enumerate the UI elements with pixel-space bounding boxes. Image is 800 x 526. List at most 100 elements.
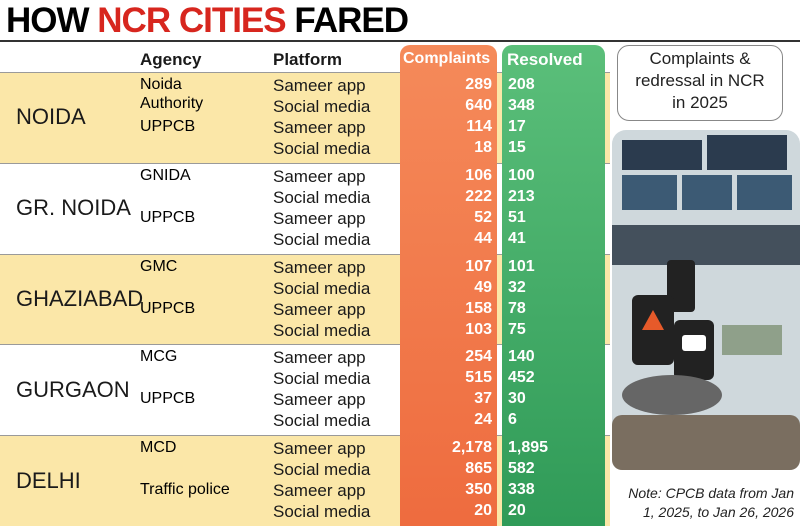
agency-name: UPPCB bbox=[140, 208, 196, 226]
city-name: DELHI bbox=[16, 467, 81, 493]
title-part: NCR CITIES bbox=[97, 1, 286, 40]
resolved-value: 101 bbox=[508, 257, 535, 275]
agency-name: GNIDA bbox=[140, 166, 191, 184]
resolved-value: 1,895 bbox=[508, 439, 549, 457]
complaints-value: 24 bbox=[474, 411, 492, 429]
resolved-column bbox=[502, 45, 605, 526]
platform: Social media bbox=[273, 320, 371, 340]
resolved-value: 338 bbox=[508, 481, 535, 499]
header-platform: Platform bbox=[273, 50, 342, 69]
monitor bbox=[622, 140, 702, 170]
resolved-value: 582 bbox=[508, 460, 535, 478]
city-name: NOIDA bbox=[16, 104, 86, 130]
header-agency: Agency bbox=[140, 50, 202, 69]
complaints-value: 103 bbox=[465, 320, 492, 338]
complaints-value: 114 bbox=[466, 118, 492, 135]
complaints-value: 20 bbox=[474, 502, 492, 520]
illustration bbox=[612, 130, 800, 470]
complaints-value: 2,178 bbox=[451, 439, 492, 457]
complaints-value: 44 bbox=[474, 229, 492, 247]
header-complaints: Complaints bbox=[403, 50, 491, 67]
agency-name: MCG bbox=[140, 348, 178, 366]
resolved-value: 6 bbox=[508, 411, 517, 429]
note-line: Note: CPCB data from Jan bbox=[628, 485, 794, 501]
agency-name: UPPCB bbox=[140, 299, 196, 317]
resolved-value: 32 bbox=[508, 278, 526, 296]
complaints-column bbox=[400, 45, 497, 526]
city-name: GURGAON bbox=[16, 376, 130, 402]
truck bbox=[722, 325, 782, 355]
platform: Social media bbox=[273, 411, 371, 431]
complaints-value: 106 bbox=[465, 166, 492, 184]
resolved-value: 30 bbox=[508, 390, 526, 408]
resolved-value: 75 bbox=[508, 320, 526, 338]
platform: Sameer app bbox=[273, 439, 366, 459]
agency-name: Traffic police bbox=[140, 481, 230, 499]
title: HOW NCR CITIES FARED bbox=[6, 1, 409, 41]
warning-icon bbox=[642, 310, 664, 330]
platform: Sameer app bbox=[273, 166, 366, 186]
chat-icon bbox=[682, 335, 706, 351]
note-line: 1, 2025, to Jan 26, 2026 bbox=[642, 504, 794, 520]
resolved-value: 78 bbox=[508, 299, 526, 317]
resolved-value: 51 bbox=[508, 208, 526, 226]
phone bbox=[667, 260, 695, 312]
complaints-value: 18 bbox=[474, 139, 492, 156]
complaints-value: 222 bbox=[465, 187, 492, 205]
complaints-value: 350 bbox=[465, 481, 492, 499]
platform: Sameer app bbox=[273, 208, 366, 228]
agency-name: UPPCB bbox=[140, 390, 196, 408]
agency-name: GMC bbox=[140, 257, 178, 275]
complaints-value: 289 bbox=[465, 76, 492, 93]
title-part: FARED bbox=[294, 1, 409, 40]
agency-name: Noida Authority bbox=[140, 76, 204, 112]
monitor bbox=[707, 135, 787, 170]
header-resolved: Resolved bbox=[507, 50, 583, 69]
smoke bbox=[622, 375, 722, 415]
resolved-value: 208 bbox=[508, 76, 535, 93]
complaints-value: 37 bbox=[474, 390, 492, 408]
monitor bbox=[622, 175, 677, 210]
platform: Social media bbox=[273, 229, 371, 249]
platform: Sameer app bbox=[273, 76, 366, 95]
complaints-value: 52 bbox=[474, 208, 492, 226]
platform: Social media bbox=[273, 187, 371, 207]
city-name: GR. NOIDA bbox=[16, 195, 131, 221]
resolved-value: 140 bbox=[508, 348, 535, 366]
complaints-value: 515 bbox=[465, 369, 492, 387]
resolved-value: 100 bbox=[508, 166, 535, 184]
platform: Sameer app bbox=[273, 118, 366, 137]
platform: Sameer app bbox=[273, 348, 366, 368]
resolved-value: 20 bbox=[508, 502, 526, 520]
agency-name: MCD bbox=[140, 439, 177, 457]
resolved-value: 17 bbox=[508, 118, 526, 135]
title-part: HOW bbox=[6, 1, 90, 40]
resolved-value: 213 bbox=[508, 187, 535, 205]
complaints-value: 865 bbox=[465, 460, 492, 478]
title-bar bbox=[0, 0, 800, 42]
platform: Social media bbox=[273, 139, 371, 158]
resolved-value: 15 bbox=[508, 139, 526, 156]
platform: Social media bbox=[273, 460, 371, 480]
side-box: Complaints & redressal in NCR in 2025 bbox=[617, 45, 783, 121]
agency-name: UPPCB bbox=[140, 118, 196, 135]
platform: Social media bbox=[273, 502, 371, 522]
complaints-value: 254 bbox=[465, 348, 492, 366]
resolved-value: 348 bbox=[508, 97, 535, 114]
platform: Sameer app bbox=[273, 390, 366, 410]
platform: Sameer app bbox=[273, 481, 366, 501]
platform: Social media bbox=[273, 97, 371, 116]
complaints-value: 49 bbox=[474, 278, 492, 296]
note: Note: CPCB data from Jan 1, 2025, to Jan… bbox=[600, 484, 794, 522]
desk bbox=[612, 225, 800, 265]
platform: Social media bbox=[273, 278, 371, 298]
monitor bbox=[737, 175, 792, 210]
monitor bbox=[682, 175, 732, 210]
resolved-value: 452 bbox=[508, 369, 535, 387]
platform: Sameer app bbox=[273, 299, 366, 319]
platform: Sameer app bbox=[273, 257, 366, 277]
resolved-value: 41 bbox=[508, 229, 526, 247]
ground bbox=[612, 415, 800, 470]
complaints-value: 640 bbox=[465, 97, 492, 114]
